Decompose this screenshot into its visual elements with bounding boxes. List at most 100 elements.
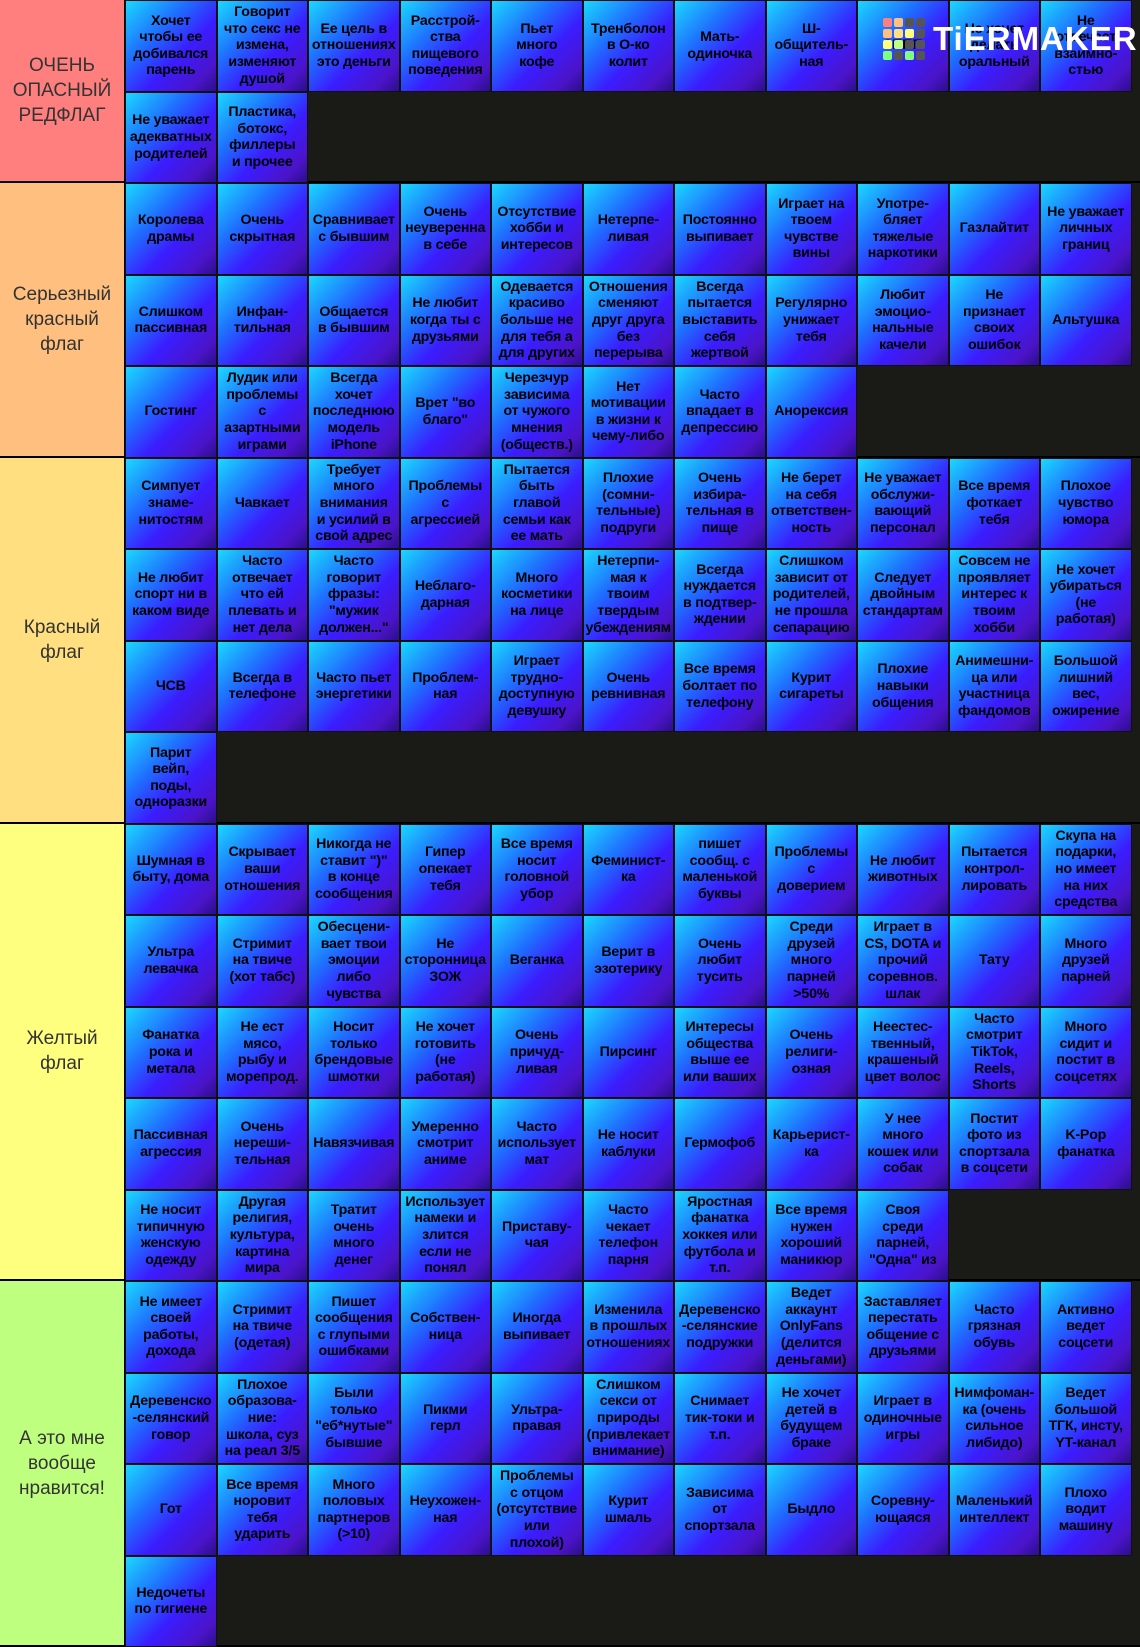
tier-item: Пирсинг <box>582 1006 674 1098</box>
tier-item: Отсутствие хобби и интересов <box>491 183 583 275</box>
tier-item: Фанатка рока и метала <box>125 1006 217 1098</box>
tier-item: Газлайтит <box>948 183 1040 275</box>
tier-item: Нетерпе- ливая <box>582 183 674 275</box>
tier-label: А это мне вообще нравится! <box>0 1281 125 1647</box>
tier-item: Часто говорит фразы: "мужик должен..." <box>308 549 400 641</box>
tier-item: Курит сигареты <box>765 640 857 732</box>
tier-item: Чавкает <box>216 457 308 549</box>
tier-item: Очень скрытная <box>216 183 308 275</box>
tier-item: Часто грязная обувь <box>948 1281 1040 1373</box>
tier-row: Серьезный красный флаг Королева драмы Очен… <box>0 183 1140 458</box>
tier-item: Следует двойным стандартам <box>857 549 949 641</box>
tier-item: Не уважает адекватных родителей <box>125 91 217 183</box>
tier-item: Зависима от спортзала <box>674 1464 766 1556</box>
tier-item: Очень любит тусить <box>674 915 766 1007</box>
tier-item: Анимешни- ца или участница фандомов <box>948 640 1040 732</box>
tier-item: Парит вейп, поды, одноразки <box>125 732 217 824</box>
tier-item: Постит фото из спортзала в соцсети <box>948 1098 1040 1190</box>
tier-item: Недочеты по гигиене <box>125 1555 217 1647</box>
tier-item: Своя среди парней, "Одна" из <box>857 1189 949 1281</box>
tier-item: Много друзей парней <box>1040 915 1132 1007</box>
tier-item: Не любит спорт ни в каком виде <box>125 549 217 641</box>
tier-item: Умеренно смотрит аниме <box>399 1098 491 1190</box>
tier-item: Очень нереши- тельная <box>216 1098 308 1190</box>
tier-item: Часто впадает в депрессию <box>674 366 766 458</box>
tier-item: Симпует знаме- нитостям <box>125 457 217 549</box>
tier-item: Большой лишний вес, ожирение <box>1040 640 1132 732</box>
tier-item: Интересы общества выше ее или ваших <box>674 1006 766 1098</box>
tier-item: Верит в эзотерику <box>582 915 674 1007</box>
tier-item: Скрывает ваши отношения <box>216 823 308 915</box>
tier-label: ОЧЕНЬ ОПАСНЫЙ РЕДФЛАГ <box>0 0 125 183</box>
tier-item: Другая религия, культура, картина мира <box>216 1189 308 1281</box>
tier-item: Все время фоткает тебя <box>948 457 1040 549</box>
tier-item: Часто отвечает что ей плевать и нет дела <box>216 549 308 641</box>
tier-row: А это мне вообще нравится! Не имеет своей… <box>0 1281 1140 1647</box>
tier-item: Отношения сменяют друг друга без перерыв… <box>582 274 674 366</box>
tier-item: Играет в одиночные игры <box>857 1372 949 1464</box>
tier-item: Все время норовит тебя ударить <box>216 1464 308 1556</box>
tier-item: Ведет большой ТГК, инсту, YT-канал <box>1040 1372 1132 1464</box>
tier-item: Постоянно выпивает <box>674 183 766 275</box>
tier-item: Слишком секси от природы (привлекает вни… <box>582 1372 674 1464</box>
tier-items: Не имеет своей работы, дохода Стримит на … <box>125 1281 1140 1647</box>
tier-item: Неухожен- ная <box>399 1464 491 1556</box>
tier-item: Всегда пытается выставить себя жертвой <box>674 274 766 366</box>
tier-item: Проблемы с агрессией <box>399 457 491 549</box>
tier-item: У нее много кошек или собак <box>857 1098 949 1190</box>
tier-item: Гостинг <box>125 366 217 458</box>
tier-item: Черезчур зависима от чужого мнения (обще… <box>491 366 583 458</box>
tier-item: Ультра- правая <box>491 1372 583 1464</box>
tier-item: Не имеет своей работы, дохода <box>125 1281 217 1373</box>
tier-item: Всегда в телефоне <box>216 640 308 732</box>
tier-item: Не носит каблуки <box>582 1098 674 1190</box>
tier-item: Тренболон в О-ко колит <box>582 0 674 92</box>
tier-item: Гот <box>125 1464 217 1556</box>
tier-item: Тратит очень много денег <box>308 1189 400 1281</box>
tier-item: Играет на твоем чувстве вины <box>765 183 857 275</box>
tier-item: Веганка <box>491 915 583 1007</box>
tier-item: K-Pop фанатка <box>1040 1098 1132 1190</box>
tier-item: Носит только брендовые шмотки <box>308 1006 400 1098</box>
tier-item: Активно ведет соцсети <box>1040 1281 1132 1373</box>
tier-item: Не хочет делать оральный <box>948 0 1040 92</box>
tier-item: Стримит на твиче (хот табс) <box>216 915 308 1007</box>
tier-item: Мать- одиночка <box>674 0 766 92</box>
tier-item: Яростная фанатка хоккея или футбола и т.… <box>674 1189 766 1281</box>
tier-item: Изменила в прошлых отношениях <box>582 1281 674 1373</box>
tier-label: Желтый флаг <box>0 823 125 1281</box>
tier-item: Проблемы с доверием <box>765 823 857 915</box>
tier-item: Часто смотрит TikTok, Reels, Shorts <box>948 1006 1040 1098</box>
tier-item: Не любит животных <box>857 823 949 915</box>
tier-item: Ее цель в отношениях это деньги <box>308 0 400 92</box>
tier-item: Не носит типичную женскую одежду <box>125 1189 217 1281</box>
tier-item: Шумная в быту, дома <box>125 823 217 915</box>
tier-item: Соревну- ющаяся <box>857 1464 949 1556</box>
tier-item: Деревенско -селянские подружки <box>674 1281 766 1373</box>
tier-item: Много половых партнеров (>10) <box>308 1464 400 1556</box>
tier-item: Все время носит головной убор <box>491 823 583 915</box>
tier-item: Одевается красиво больше не для тебя а д… <box>491 274 583 366</box>
tier-item: Не ест мясо, рыбу и морепрод. <box>216 1006 308 1098</box>
tier-item: Не уважает личных границ <box>1040 183 1132 275</box>
tier-item: Играет в CS, DOTA и прочий соревнов. шла… <box>857 915 949 1007</box>
tier-item: Навязчивая <box>308 1098 400 1190</box>
tier-item: Не отвечает взаимно- стью <box>1040 0 1132 92</box>
tier-item: Любит эмоцио- нальные качели <box>857 274 949 366</box>
tier-item: Много сидит и постит в соцсетях <box>1040 1006 1132 1098</box>
tier-item: Нет мотивации в жизни к чему-либо <box>582 366 674 458</box>
tier-item: Курит шмаль <box>582 1464 674 1556</box>
tier-item: Иногда выпивает <box>491 1281 583 1373</box>
tier-item: Неестес- твенный, крашеный цвет волос <box>857 1006 949 1098</box>
tier-item: Альтушка <box>1040 274 1132 366</box>
tier-item: Феминист- ка <box>582 823 674 915</box>
tier-item: Не любит когда ты с друзьями <box>399 274 491 366</box>
tier-item: Плохое чувство юмора <box>1040 457 1132 549</box>
tier-item: Употре- бляет тяжелые наркотики <box>857 183 949 275</box>
tier-item: Собствен- ница <box>399 1281 491 1373</box>
tier-item: Инфан- тильная <box>216 274 308 366</box>
tier-item: Плохие навыки общения <box>857 640 949 732</box>
tier-label: Красный флаг <box>0 457 125 824</box>
tier-item: Не сторонница ЗОЖ <box>399 915 491 1007</box>
tier-item: Гипер опекает тебя <box>399 823 491 915</box>
